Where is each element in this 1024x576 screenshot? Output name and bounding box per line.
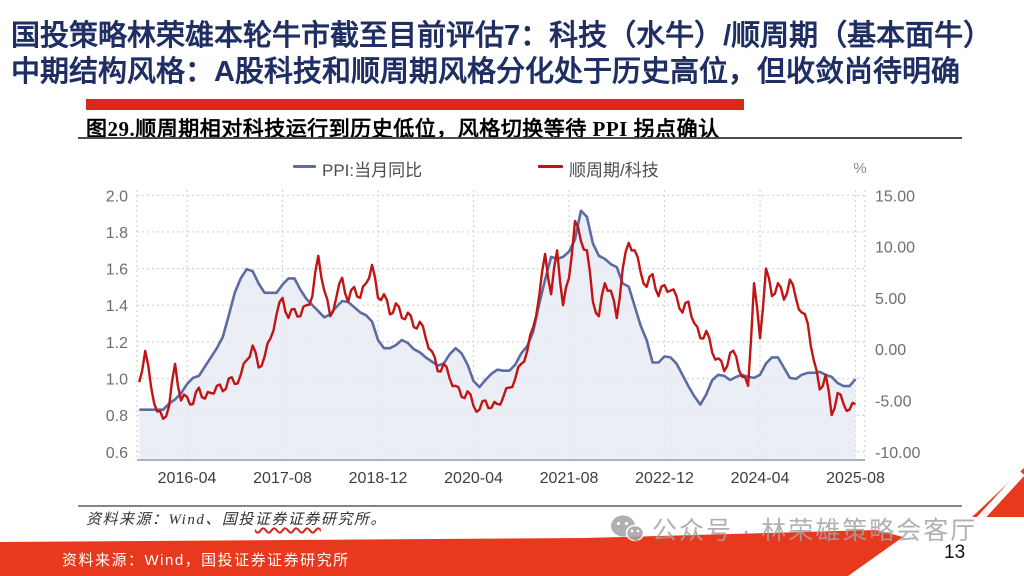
svg-text:-5.00: -5.00 <box>875 393 912 410</box>
svg-text:-10.00: -10.00 <box>875 445 920 462</box>
svg-text:1.0: 1.0 <box>106 371 128 388</box>
legend-ratio-swatch <box>538 165 563 168</box>
svg-text:0.00: 0.00 <box>875 342 906 359</box>
figure-title-rule <box>78 137 962 139</box>
source-wavy-segment: 证券证券 <box>254 512 321 528</box>
svg-text:2016-04: 2016-04 <box>158 470 217 487</box>
slide-title-line1: 国投策略林荣雄本轮牛市截至目前评估7：科技（水牛）/顺周期（基本面牛） <box>11 20 993 52</box>
slide-title-line2: 中期结构风格：A股科技和顺周期风格分化处于历史高位，但收敛尚待明确 <box>11 56 960 88</box>
svg-text:2025-08: 2025-08 <box>826 470 885 487</box>
footer-corner-slash <box>975 470 1024 524</box>
svg-text:2017-08: 2017-08 <box>253 470 312 487</box>
footer-source-note: 资料来源：Wind，国投证券证券研究所 <box>62 552 350 569</box>
svg-text:5.00: 5.00 <box>875 291 906 308</box>
svg-text:%: % <box>853 160 866 177</box>
legend-ratio-label: 顺周期/科技 <box>569 161 659 180</box>
page-number: 13 <box>944 542 966 563</box>
footer-ribbon <box>0 468 1024 576</box>
svg-text:10.00: 10.00 <box>875 240 915 257</box>
svg-text:2022-12: 2022-12 <box>635 470 694 487</box>
svg-text:1.2: 1.2 <box>106 335 128 352</box>
watermark-text: 公众号 · 林荣雄策略会客厅 <box>652 517 978 545</box>
legend-ppi-swatch <box>293 165 316 168</box>
title-accent-bar <box>86 99 744 110</box>
svg-text:2021-08: 2021-08 <box>540 470 599 487</box>
wechat-icon <box>611 515 644 542</box>
legend-ppi-label: PPI:当月同比 <box>322 161 423 180</box>
svg-text:0.8: 0.8 <box>106 408 128 425</box>
svg-text:1.4: 1.4 <box>106 298 128 315</box>
svg-text:0.6: 0.6 <box>106 445 128 462</box>
svg-text:2024-04: 2024-04 <box>731 470 790 487</box>
figure-source-note: 资料来源：Wind、国投证券证券研究所。 <box>86 512 387 528</box>
svg-text:1.8: 1.8 <box>106 225 128 242</box>
watermark: 公众号 · 林荣雄策略会客厅 <box>610 511 977 547</box>
svg-text:1.6: 1.6 <box>106 262 128 279</box>
dual-axis-line-chart: 2.0 1.8 1.6 1.4 1.2 1.0 0.8 0.6 15.00 10.00 5.00 0.… <box>106 160 921 487</box>
source-separator <box>78 505 962 507</box>
svg-text:2.0: 2.0 <box>106 188 128 205</box>
svg-text:15.00: 15.00 <box>875 188 915 205</box>
svg-text:2018-12: 2018-12 <box>349 470 408 487</box>
svg-text:2020-04: 2020-04 <box>444 470 503 487</box>
footer-bar-shape <box>0 530 903 576</box>
